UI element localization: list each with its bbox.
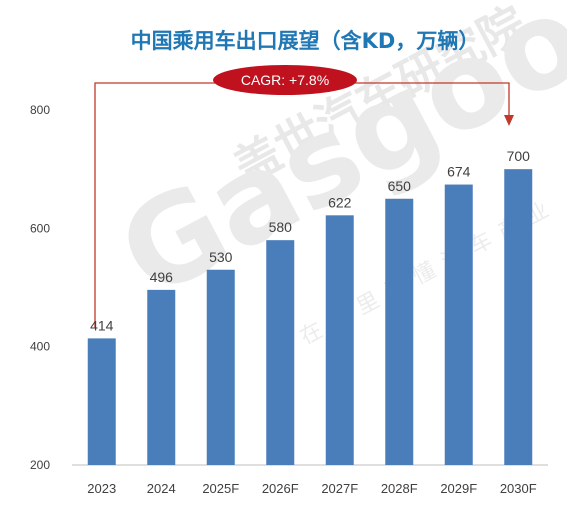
cagr-arrow-head — [504, 115, 514, 126]
value-label: 580 — [269, 219, 293, 235]
bar — [504, 169, 533, 465]
x-tick-label: 2026F — [262, 481, 299, 496]
bar — [385, 198, 414, 465]
value-label: 700 — [507, 148, 531, 164]
x-tick-label: 2023 — [87, 481, 116, 496]
bars — [87, 169, 533, 466]
value-label: 530 — [209, 249, 233, 265]
x-tick-label: 2029F — [440, 481, 477, 496]
cagr-badge-shape — [213, 65, 357, 95]
bar — [325, 215, 354, 465]
bar — [266, 240, 295, 465]
bar — [444, 184, 473, 466]
x-tick-label: 2028F — [381, 481, 418, 496]
y-tick-label: 200 — [30, 458, 50, 472]
cagr-label: CAGR: +7.8% — [241, 72, 329, 88]
value-label: 496 — [150, 269, 174, 285]
bar — [206, 269, 235, 465]
x-tick-label: 2030F — [500, 481, 537, 496]
value-label: 414 — [90, 317, 114, 333]
cagr-badge: CAGR: +7.8% — [213, 65, 357, 95]
value-label: 674 — [447, 164, 471, 180]
value-label: 622 — [328, 194, 352, 210]
value-label: 650 — [388, 178, 412, 194]
bar — [87, 338, 116, 465]
y-tick-label: 800 — [30, 103, 50, 117]
x-tick-labels: 2023 2024 2025F 2026F 2027F 2028F 2029F 2030F — [87, 481, 536, 496]
y-tick-label: 600 — [30, 221, 50, 235]
bar — [147, 289, 176, 465]
value-labels: 414 496 530 580 622 650 674 700 — [90, 148, 530, 333]
y-tick-labels: 200 400 600 800 — [30, 103, 50, 472]
y-tick-label: 400 — [30, 340, 50, 354]
chart-title: 中国乘用车出口展望（含KD，万辆） — [131, 29, 480, 53]
x-tick-label: 2025F — [202, 481, 239, 496]
x-tick-label: 2027F — [321, 481, 358, 496]
x-tick-label: 2024 — [147, 481, 176, 496]
